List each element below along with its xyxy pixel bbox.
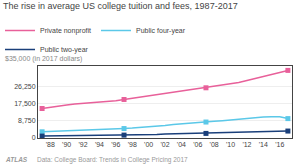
svg-text:8,750: 8,750 bbox=[18, 117, 36, 124]
svg-text:0: 0 bbox=[32, 134, 36, 141]
svg-text:'96: '96 bbox=[111, 141, 120, 148]
svg-text:Public four-year: Public four-year bbox=[136, 27, 186, 35]
svg-text:'12: '12 bbox=[242, 141, 251, 148]
svg-text:Data: College Board: Trends in: Data: College Board: Trends in College P… bbox=[37, 156, 188, 164]
svg-text:ATLAS: ATLAS bbox=[5, 156, 28, 163]
svg-text:26,250: 26,250 bbox=[14, 83, 36, 90]
svg-text:'00: '00 bbox=[144, 141, 153, 148]
svg-text:'08: '08 bbox=[210, 141, 219, 148]
svg-text:'94: '94 bbox=[95, 141, 104, 148]
svg-text:'04: '04 bbox=[177, 141, 186, 148]
svg-text:The rise in average US college: The rise in average US college tuition a… bbox=[3, 1, 238, 11]
svg-text:'92: '92 bbox=[78, 141, 87, 148]
svg-text:17,500: 17,500 bbox=[14, 100, 36, 107]
svg-text:'88: '88 bbox=[46, 141, 55, 148]
svg-text:'14: '14 bbox=[259, 141, 268, 148]
svg-text:Public two-year: Public two-year bbox=[40, 46, 89, 54]
svg-text:'98: '98 bbox=[128, 141, 137, 148]
svg-text:'90: '90 bbox=[62, 141, 71, 148]
svg-text:'16: '16 bbox=[275, 141, 284, 148]
svg-text:'02: '02 bbox=[160, 141, 169, 148]
svg-text:'06: '06 bbox=[193, 141, 202, 148]
svg-text:$35,000 (in 2017 dollars): $35,000 (in 2017 dollars) bbox=[5, 55, 82, 63]
svg-text:Private nonprofit: Private nonprofit bbox=[40, 27, 91, 35]
svg-text:'10: '10 bbox=[226, 141, 235, 148]
